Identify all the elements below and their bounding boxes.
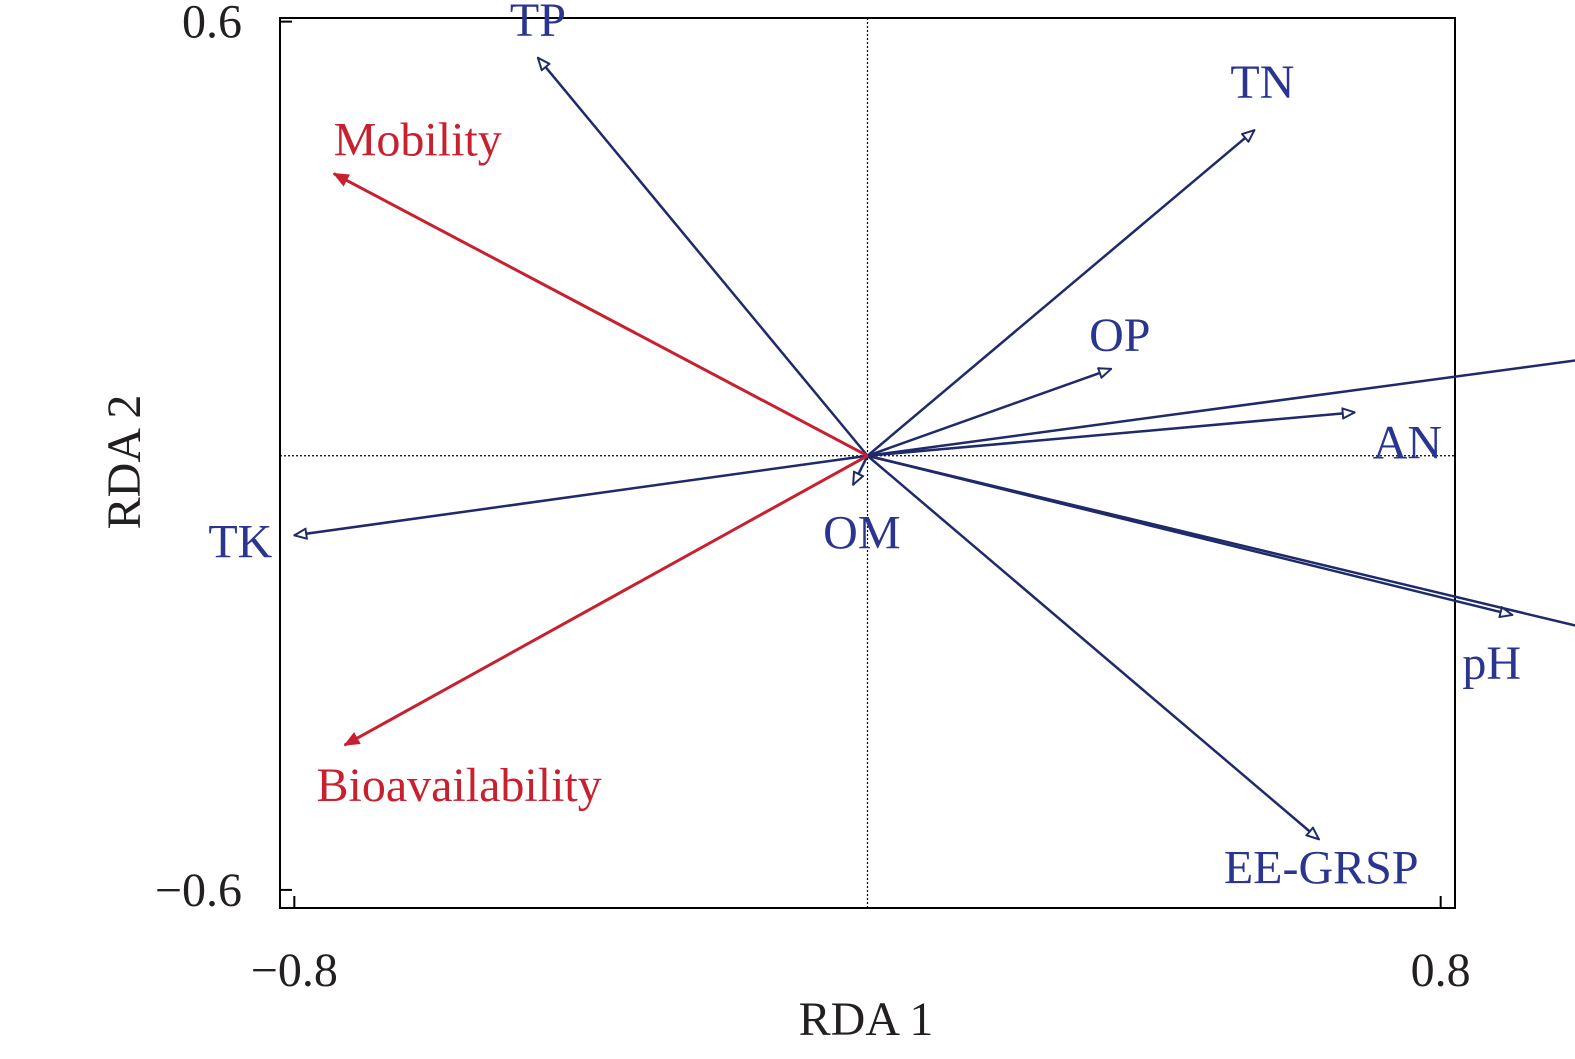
vector-mobility-arrow [332, 172, 869, 458]
vector-bioavailability-label: Bioavailability [316, 759, 601, 812]
vector-bioavailability-arrow [343, 454, 869, 747]
x-axis-label: RDA 1 [799, 993, 934, 1046]
vector-ak-arrow [867, 359, 1575, 458]
vectors [294, 58, 1575, 839]
vector-om-label: OM [823, 507, 900, 560]
reference-lines [280, 18, 1455, 908]
vector-ph-label: pH [1462, 637, 1521, 690]
vector-tp-arrow [538, 58, 869, 457]
vector-ee-grsp-label: EE-GRSP [1224, 841, 1419, 894]
vector-tk-label: TK [208, 515, 272, 568]
vector-ee-grsp-arrow [866, 454, 1319, 839]
x-tick-label: 0.8 [1411, 944, 1471, 997]
vector-op-label: OP [1089, 309, 1150, 362]
vector-tn-arrow [866, 130, 1255, 457]
vector-tn-label: TN [1230, 56, 1294, 109]
vector-tk-arrow [294, 454, 868, 536]
vector-tp-label: TP [510, 0, 566, 47]
vector-an-arrow [867, 412, 1355, 458]
y-tick-label: 0.6 [182, 0, 242, 49]
vector-an-label: AN [1373, 416, 1442, 469]
y-tick-label: −0.6 [155, 864, 242, 917]
vector-labels: TPTNOPAKANTKOMpHTE-GRSPEE-GRSPMobilityBi… [208, 0, 1521, 894]
axis-ticks [280, 20, 1442, 908]
vector-op-arrow [867, 369, 1112, 457]
vector-mobility-label: Mobility [334, 114, 502, 167]
tick-labels: −0.8 0.8 0.6 −0.6 [155, 0, 1471, 997]
y-axis-label: RDA 2 [98, 395, 151, 530]
vector-om-arrow [853, 455, 869, 485]
x-tick-label: −0.8 [251, 944, 338, 997]
vector-te-grsp-arrow [867, 454, 1575, 627]
